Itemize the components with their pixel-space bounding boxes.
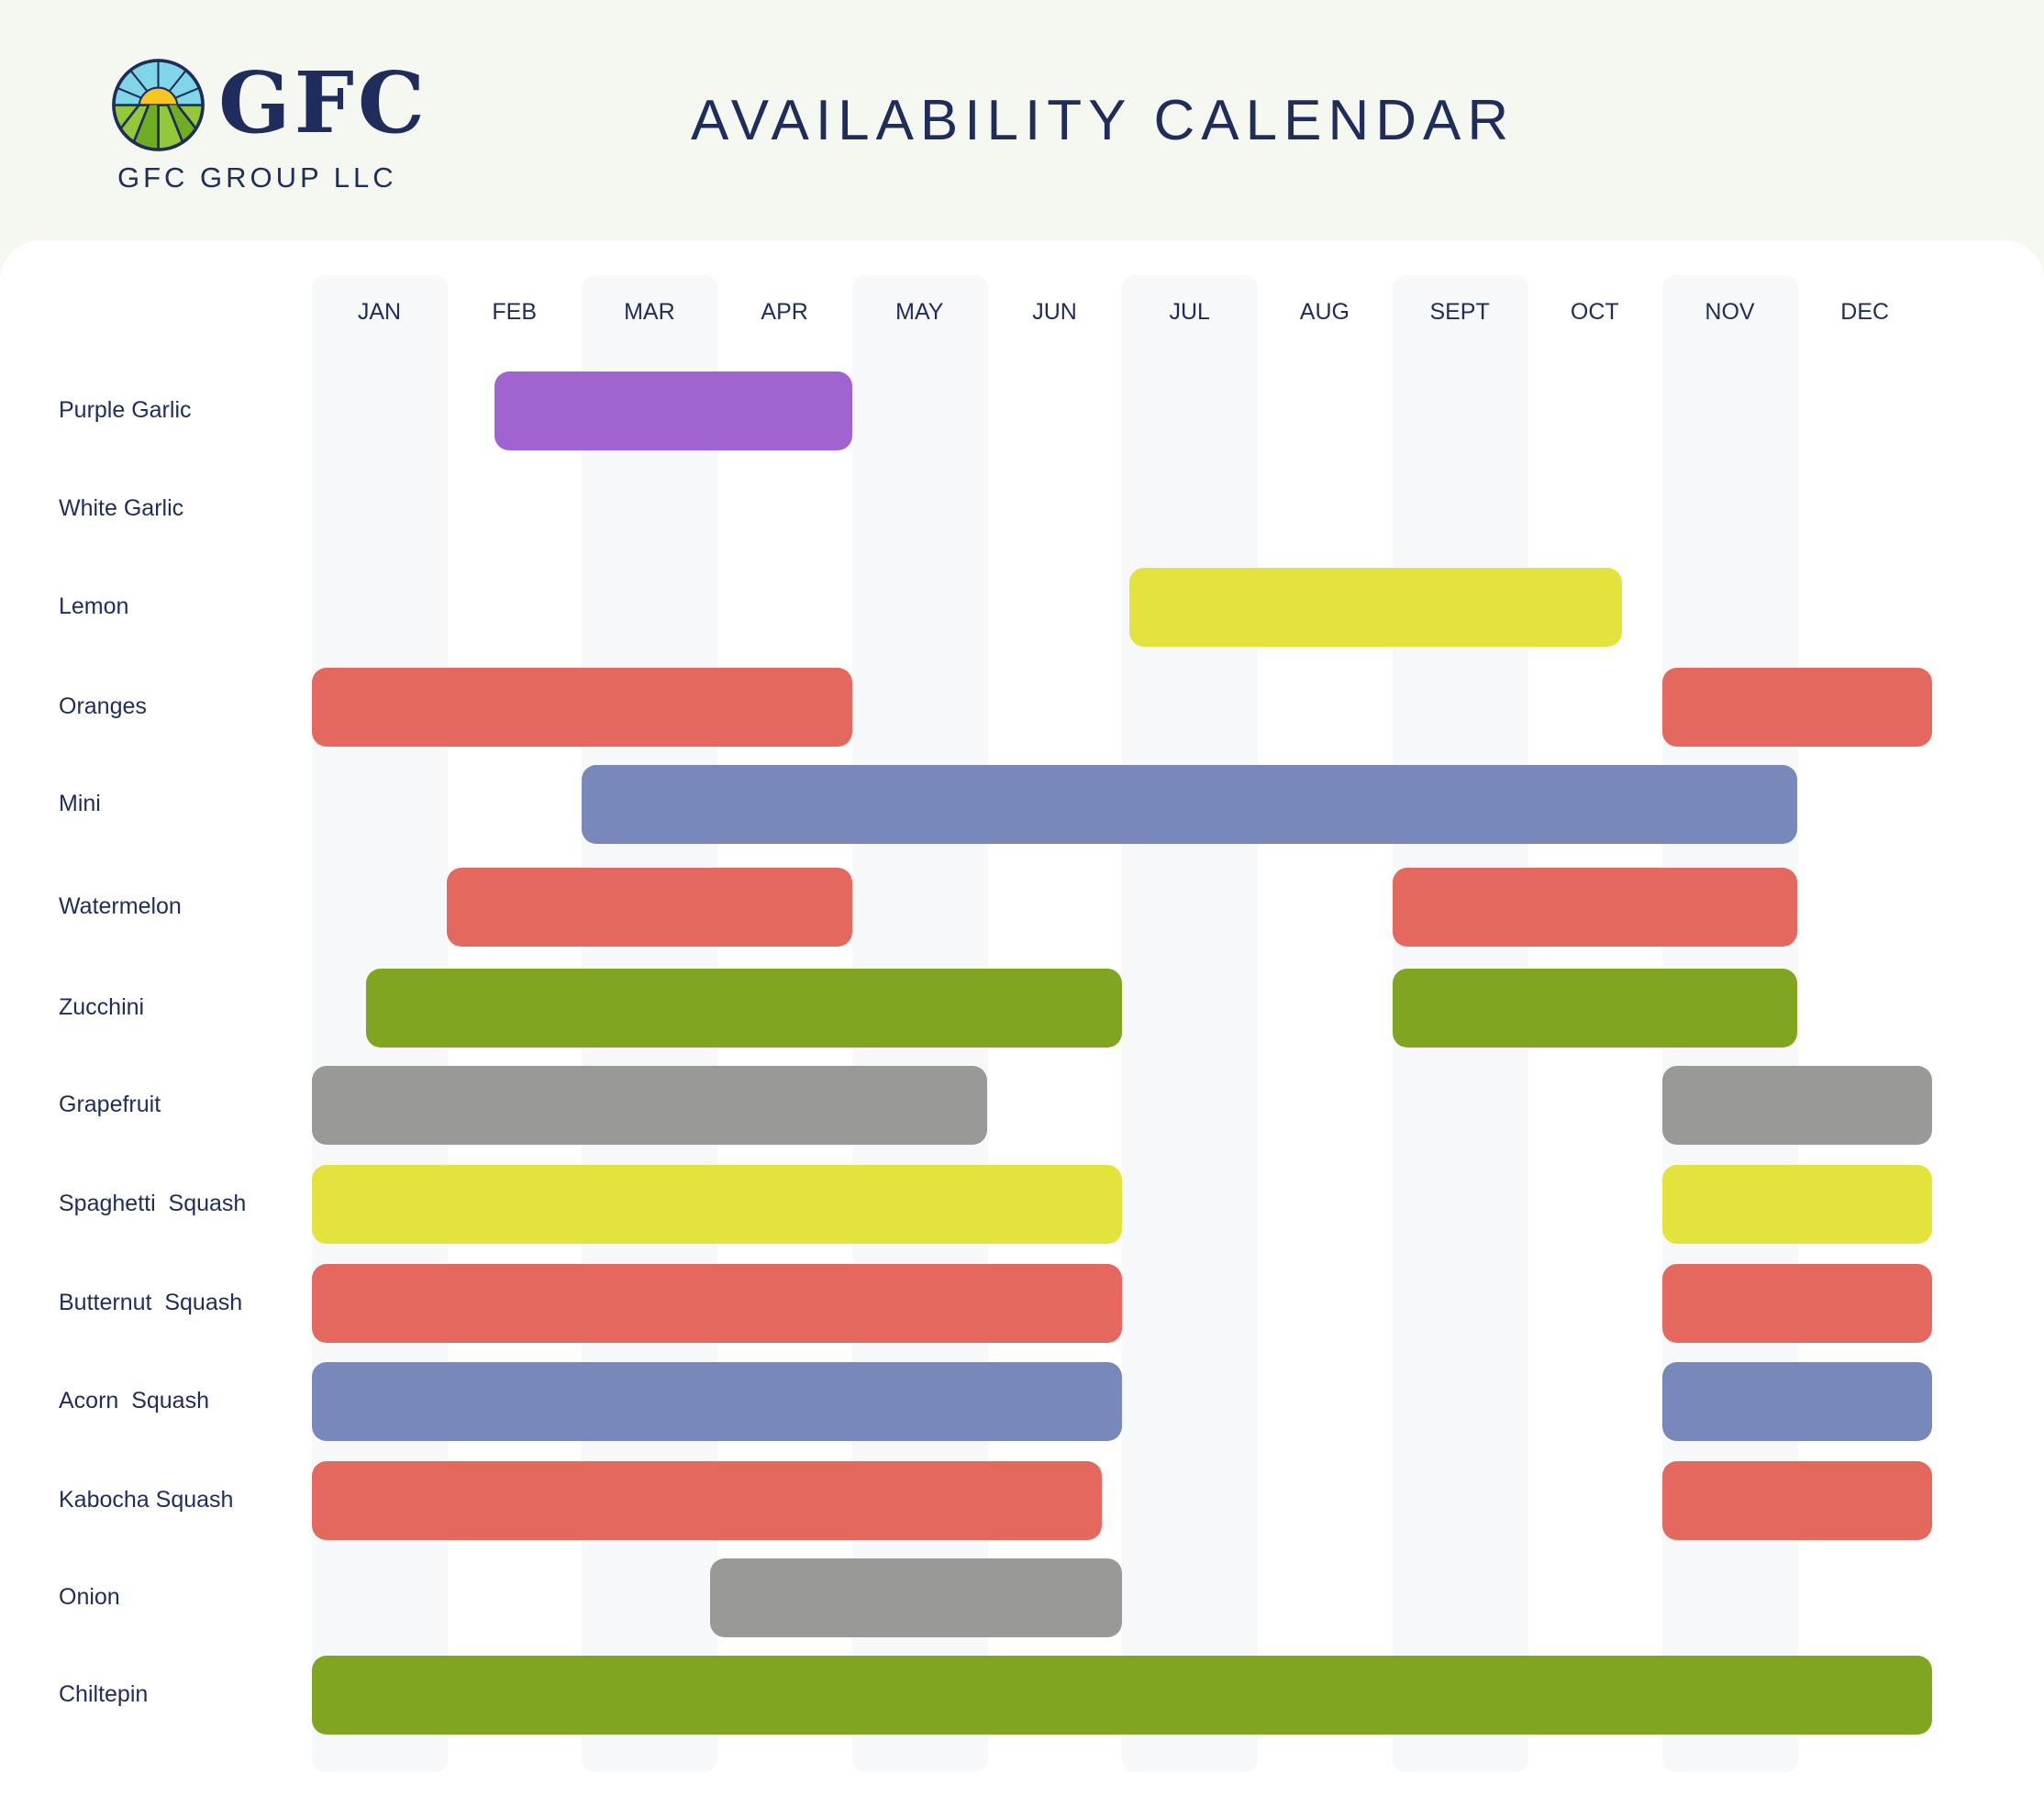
month-label: JUN (1032, 299, 1077, 325)
company-name: GFC GROUP LLC (117, 161, 397, 194)
row-label: Mini (59, 791, 101, 816)
month-label: OCT (1570, 299, 1619, 325)
availability-bar (1662, 1461, 1933, 1540)
page-title: AVAILABILITY CALENDAR (691, 89, 1516, 152)
brand-name: GFC (218, 53, 429, 152)
availability-bar (1662, 1066, 1933, 1145)
row-label: Kabocha Squash (59, 1487, 234, 1513)
availability-bar (1128, 568, 1622, 647)
month-label: DEC (1840, 299, 1890, 325)
header: GFC GFC GROUP LLC AVAILABILITY CALENDAR (0, 0, 2044, 240)
availability-bar (312, 1656, 1933, 1735)
month-label: APR (761, 299, 808, 325)
row-label: White Garlic (59, 495, 184, 521)
month-label: JAN (357, 299, 402, 325)
availability-bar (1662, 668, 1933, 747)
row-label: Spaghetti Squash (59, 1191, 247, 1216)
month-label: JUL (1169, 299, 1210, 325)
row-label: Acorn Squash (59, 1388, 209, 1413)
availability-bar (710, 1558, 1123, 1637)
row-label: Butternut Squash (59, 1290, 243, 1315)
month-label: SEPT (1429, 299, 1490, 325)
row-label: Zucchini (59, 994, 145, 1020)
availability-bar (312, 668, 852, 747)
availability-bar (582, 765, 1798, 844)
availability-bar (312, 1362, 1123, 1441)
availability-bar (494, 371, 852, 450)
month-label: MAY (895, 299, 944, 325)
availability-bar (1392, 969, 1798, 1048)
row-label: Oranges (59, 693, 147, 719)
row-label: Purple Garlic (59, 397, 192, 423)
row-label: Grapefruit (59, 1092, 161, 1117)
month-label: MAR (624, 299, 675, 325)
availability-bar (1662, 1264, 1933, 1343)
availability-bar (312, 1264, 1123, 1343)
availability-bar (1662, 1362, 1933, 1441)
month-label: FEB (492, 299, 537, 325)
availability-bar (312, 1066, 987, 1145)
availability-bar (1392, 868, 1798, 947)
availability-bar (1662, 1165, 1933, 1244)
row-label: Watermelon (59, 893, 182, 919)
availability-bar (365, 969, 1123, 1048)
row-label: Lemon (59, 593, 129, 619)
availability-bar (312, 1461, 1103, 1540)
month-column-band (1122, 275, 1259, 1772)
sun-field-logo-icon (112, 59, 205, 151)
availability-bar (312, 1165, 1123, 1244)
row-label: Chiltepin (59, 1681, 149, 1707)
availability-bar (447, 868, 852, 947)
row-label: Onion (59, 1584, 120, 1610)
month-label: NOV (1705, 299, 1755, 325)
month-label: AUG (1299, 299, 1350, 325)
